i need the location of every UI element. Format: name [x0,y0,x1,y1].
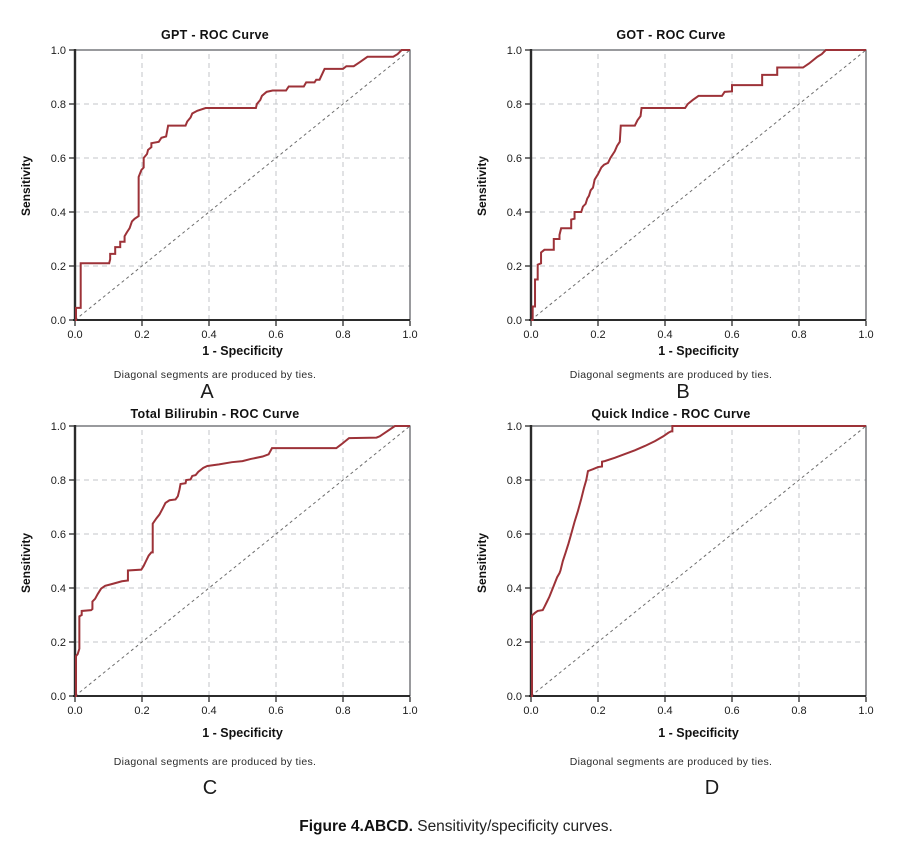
chart-title: GOT - ROC Curve [616,28,726,42]
roc-plot: 0.00.0 0.2 0.2 0.4 0.4 0.6 0.6 0.8 0.8 1.0 1.0 [507,421,874,717]
x-axis-label: 1 - Specificity [658,726,739,740]
figure-caption-text: Sensitivity/specificity curves. [412,818,613,835]
x-tick-label: 0.0 [67,705,82,717]
panel-letter: D [704,777,720,799]
y-tick-label: 0.0 [51,315,66,327]
panel-letter: C [202,777,218,799]
y-tick-label: 0.2 [507,637,522,649]
roc-panel-c: Total Bilirubin - ROC Curve Sensitivity … [0,400,456,810]
x-tick-label: 1.0 [858,329,873,341]
chart-title: Total Bilirubin - ROC Curve [130,407,300,421]
y-tick-label: 0.4 [507,583,522,595]
x-tick-label: 0.0 [523,329,538,341]
x-tick-label: 0.2 [590,705,605,717]
x-tick-label: 1.0 [402,705,417,717]
reference-diagonal [530,49,867,321]
ties-footnote: Diagonal segments are produced by ties. [113,369,317,381]
x-tick-label: 0.2 [590,329,605,341]
y-tick-label: 0.6 [507,529,522,541]
x-tick-label: 0.4 [201,329,216,341]
x-tick-label: 0.6 [268,329,283,341]
y-tick-label: 0.2 [507,261,522,273]
y-tick-label: 0.8 [507,475,522,487]
roc-curve [75,425,410,697]
reference-diagonal [530,425,867,697]
x-tick-label: 1.0 [858,705,873,717]
reference-diagonal [74,49,411,321]
x-axis-label: 1 - Specificity [202,344,283,358]
y-tick-label: 1.0 [507,45,522,57]
roc-curve [531,49,866,321]
y-tick-label: 0.8 [51,99,66,111]
y-tick-label: 0.4 [507,207,522,219]
roc-plot: 0.00.0 0.2 0.2 0.4 0.4 0.6 0.6 0.8 0.8 1.0 1.0 [507,45,874,341]
roc-plot: 0.00.0 0.2 0.2 0.4 0.4 0.6 0.6 0.8 0.8 1.0 1.0 [51,421,418,717]
x-tick-label: 0.4 [657,329,672,341]
x-tick-label: 0.2 [134,329,149,341]
y-tick-label: 0.8 [507,99,522,111]
x-tick-label: 0.6 [268,705,283,717]
ties-footnote: Diagonal segments are produced by ties. [569,756,773,768]
x-tick-label: 0.6 [724,705,739,717]
x-tick-label: 0.4 [657,705,672,717]
panel-letter: A [200,381,214,403]
plot-frame [530,425,867,697]
plot-frame [530,49,867,321]
y-tick-label: 0.0 [507,315,522,327]
y-tick-label: 0.8 [51,475,66,487]
x-axis-label: 1 - Specificity [658,344,739,358]
x-tick-label: 0.6 [724,329,739,341]
roc-panel-grid: GPT - ROC Curve Sensitivity 0.0 0.0 0.2 0.2… [0,0,912,810]
ties-footnote: Diagonal segments are produced by ties. [113,756,317,768]
roc-curve [75,49,410,321]
ties-footnote: Diagonal segments are produced by ties. [569,369,773,381]
plot-frame [74,425,411,697]
y-tick-label: 1.0 [51,45,66,57]
x-tick-label: 0.4 [201,705,216,717]
roc-panel-a: GPT - ROC Curve Sensitivity 0.0 0.0 0.2 0.2… [0,0,456,403]
x-tick-label: 0.0 [523,705,538,717]
panel-letter: B [676,381,690,403]
x-tick-label: 0.8 [791,705,806,717]
x-axis-label: 1 - Specificity [202,726,283,740]
x-tick-label: 0.8 [335,329,350,341]
x-tick-label: 0.0 [67,329,82,341]
y-tick-label: 0.6 [507,153,522,165]
x-tick-label: 0.8 [335,705,350,717]
y-tick-label: 0.4 [51,207,66,219]
x-tick-label: 0.8 [791,329,806,341]
y-tick-label: 0.0 [51,691,66,703]
roc-plot: 0.00.0 0.2 0.2 0.4 0.4 0.6 0.6 0.8 0.8 1.0 1.0 [51,45,418,341]
y-tick-label: 0.6 [51,529,66,541]
y-tick-label: 0.0 [507,691,522,703]
x-tick-label: 1.0 [402,329,417,341]
y-tick-label: 1.0 [507,421,522,433]
y-tick-label: 0.6 [51,153,66,165]
y-tick-label: 1.0 [51,421,66,433]
y-tick-label: 0.2 [51,637,66,649]
y-tick-label: 0.4 [51,583,66,595]
reference-diagonal [74,425,411,697]
roc-panel-d: Quick Indice - ROC Curve Sensitivity 0.0… [456,400,912,810]
x-tick-label: 0.2 [134,705,149,717]
figure-caption: Figure 4.ABCD. Sensitivity/specificity c… [0,810,912,836]
chart-title: GPT - ROC Curve [161,28,269,42]
figure-caption-bold: Figure 4.ABCD. [299,818,413,835]
roc-curve [531,425,866,697]
roc-panel-b: GOT - ROC Curve Sensitivity 0.0 0.0 0.2 0.2… [456,0,912,403]
y-tick-label: 0.2 [51,261,66,273]
chart-title: Quick Indice - ROC Curve [591,407,751,421]
plot-frame [74,49,411,321]
